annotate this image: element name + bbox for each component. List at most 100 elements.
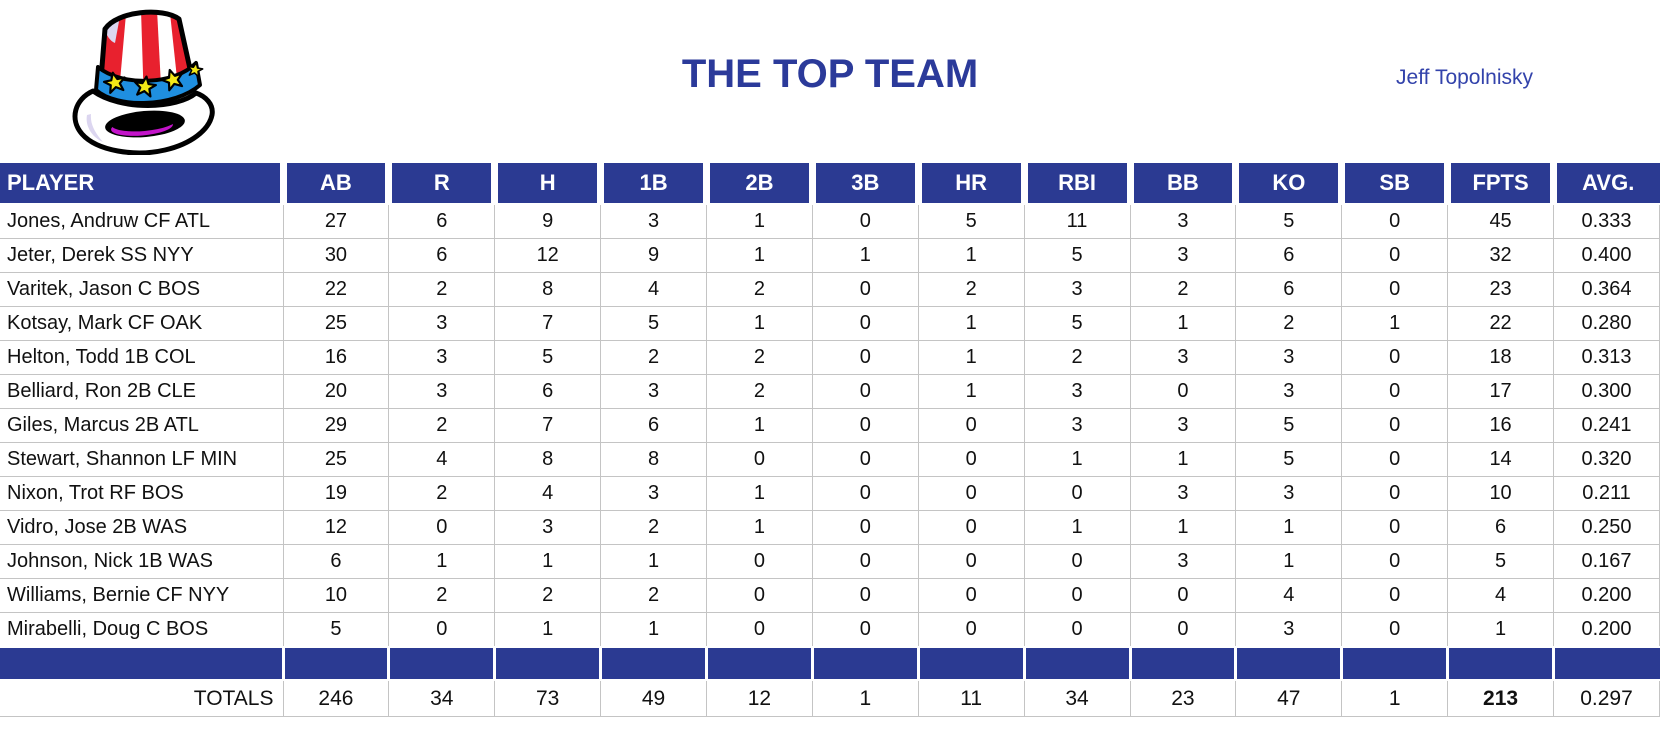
stat-cell: 19 (283, 476, 390, 511)
stat-cell: 2 (600, 510, 707, 545)
stat-cell: 0 (1341, 476, 1449, 511)
stat-cell: 1 (1130, 306, 1237, 341)
stat-cell: 3 (1024, 272, 1131, 307)
stat-cell: 0 (812, 374, 919, 409)
stat-cell: 0 (918, 408, 1025, 443)
totals-stat-cell: 49 (600, 680, 707, 717)
stat-cell: 3 (1130, 238, 1237, 273)
stat-cell: 2 (706, 374, 813, 409)
stat-cell: 3 (1130, 204, 1237, 239)
stat-cell: 0 (812, 306, 919, 341)
stat-cell: 0 (812, 510, 919, 545)
stat-cell: 1 (812, 238, 919, 273)
stat-cell: 17 (1447, 374, 1554, 409)
stat-cell: 0 (812, 476, 919, 511)
stat-cell: 1 (1024, 510, 1131, 545)
table-row: Nixon, Trot RF BOS 19 2 4 3 1 0 0 0 3 3 0 10 0.211 (0, 476, 1660, 511)
stat-cell: 10 (283, 578, 390, 613)
stat-cell: 4 (1235, 578, 1343, 613)
header-row: PLAYER AB R H 1B 2B 3B HR RBI BB KO SB FPTS AVG. (0, 163, 1660, 205)
player-cell: Jones, Andruw CF ATL (0, 204, 284, 239)
stat-cell: 0 (1024, 544, 1131, 579)
stat-cell: 1 (706, 510, 813, 545)
column-header-h: H (494, 163, 605, 205)
totals-stat-cell: 213 (1447, 680, 1554, 717)
stat-cell: 3 (1024, 408, 1131, 443)
table-row: Stewart, Shannon LF MIN 25 4 8 8 0 0 0 1 1 5 0 14 0.3… (0, 442, 1660, 477)
stat-cell: 0 (1341, 612, 1449, 648)
stat-cell: 5 (283, 612, 390, 648)
player-cell: Belliard, Ron 2B CLE (0, 374, 284, 409)
stat-cell: 4 (494, 476, 602, 511)
stat-cell: 5 (1235, 204, 1343, 239)
stat-cell: 2 (388, 578, 496, 613)
stat-cell: 0 (706, 578, 813, 613)
column-header-sb: SB (1341, 163, 1452, 205)
column-header-fpts: FPTS (1447, 163, 1557, 205)
stat-cell: 5 (494, 340, 602, 375)
stat-cell: 3 (1235, 476, 1343, 511)
stat-cell: 1 (600, 612, 707, 648)
stat-cell: 23 (1447, 272, 1554, 307)
stat-cell: 0.300 (1553, 374, 1660, 409)
stat-cell: 0 (918, 442, 1025, 477)
stat-cell: 0 (706, 612, 813, 648)
stat-cell: 6 (1447, 510, 1554, 545)
totals-stat-cell: 0.297 (1553, 680, 1660, 717)
stat-cell: 0 (812, 612, 919, 648)
stat-cell: 14 (1447, 442, 1554, 477)
stat-cell: 10 (1447, 476, 1554, 511)
uncle-sam-hat-icon (72, 9, 215, 156)
stat-cell: 0 (388, 612, 496, 648)
stat-cell: 0.200 (1553, 612, 1660, 648)
table-row: Vidro, Jose 2B WAS 12 0 3 2 1 0 0 1 1 1 0 6 0.250 (0, 510, 1660, 545)
stat-cell: 3 (388, 306, 496, 341)
stat-cell: 0 (1341, 544, 1449, 579)
stat-cell: 3 (1130, 476, 1237, 511)
player-cell: Giles, Marcus 2B ATL (0, 408, 284, 443)
player-cell: Johnson, Nick 1B WAS (0, 544, 284, 579)
stat-cell: 2 (1235, 306, 1343, 341)
table-row: Mirabelli, Doug C BOS 5 0 1 1 0 0 0 0 0 3 0 1 0.200 (0, 612, 1660, 648)
table-row: Jeter, Derek SS NYY 30 6 12 9 1 1 1 5 3 6 0 32 0.400 (0, 238, 1660, 273)
stat-cell: 4 (1447, 578, 1554, 613)
stat-cell: 3 (600, 476, 707, 511)
stat-cell: 1 (494, 612, 602, 648)
stat-cell: 1 (706, 238, 813, 273)
separator-cell (1130, 646, 1238, 681)
totals-stat-cell: 12 (706, 680, 813, 717)
stat-cell: 3 (1235, 612, 1343, 648)
column-header-1b: 1B (600, 163, 710, 205)
stat-cell: 29 (283, 408, 390, 443)
stat-cell: 2 (388, 408, 496, 443)
uncle-sam-hat-logo (57, 3, 217, 156)
stat-cell: 1 (1447, 612, 1554, 648)
stat-cell: 0 (918, 510, 1025, 545)
separator-cell (1447, 646, 1555, 681)
totals-stat-cell: 23 (1130, 680, 1237, 717)
page-title: THE TOP TEAM (681, 52, 979, 96)
stat-cell: 0 (1130, 374, 1237, 409)
stat-cell: 0 (1024, 612, 1131, 648)
stat-cell: 0 (1130, 612, 1237, 648)
stat-cell: 2 (706, 340, 813, 375)
stat-cell: 1 (1235, 544, 1343, 579)
stat-cell: 0 (1341, 578, 1449, 613)
stat-cell: 0 (1341, 374, 1449, 409)
separator-cell (1235, 646, 1344, 681)
stat-cell: 1 (1341, 306, 1449, 341)
author-name: Jeff Topolnisky (1396, 66, 1533, 89)
stat-cell: 6 (1235, 272, 1343, 307)
stat-cell: 2 (600, 340, 707, 375)
totals-stat-cell: 34 (388, 680, 496, 717)
stat-cell: 18 (1447, 340, 1554, 375)
stat-cell: 0.333 (1553, 204, 1660, 239)
stat-cell: 2 (1024, 340, 1131, 375)
stat-cell: 0 (812, 340, 919, 375)
stat-cell: 5 (1024, 306, 1131, 341)
stat-cell: 0.364 (1553, 272, 1660, 307)
stat-cell: 1 (918, 340, 1025, 375)
stat-cell: 5 (1447, 544, 1554, 579)
stat-cell: 0 (1341, 272, 1449, 307)
player-cell: Varitek, Jason C BOS (0, 272, 284, 307)
